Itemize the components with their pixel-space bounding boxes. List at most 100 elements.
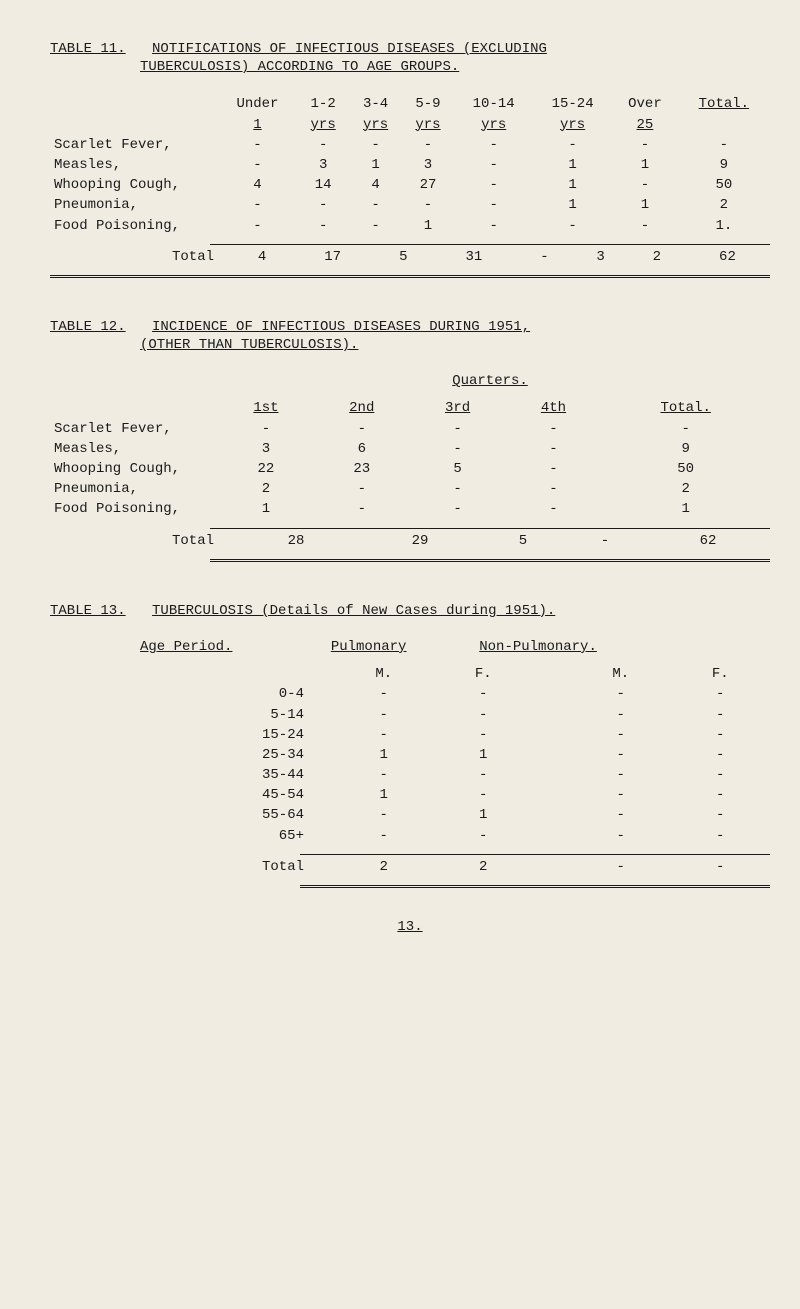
cell: 1 — [533, 175, 612, 195]
table-13-double-rule — [300, 885, 770, 888]
cell: - — [410, 439, 506, 459]
cell: - — [454, 216, 533, 236]
cell: - — [410, 479, 506, 499]
cell: 2 — [218, 479, 314, 499]
cell: - — [314, 419, 410, 439]
row-label: Food Poisoning, — [50, 216, 218, 236]
row-label: 5-14 — [140, 705, 334, 725]
table-row: Measles,-313-119 — [50, 155, 770, 175]
cell: 6 — [314, 439, 410, 459]
cell: - — [349, 216, 401, 236]
row-label: Pneumonia, — [50, 195, 218, 215]
cell: 50 — [678, 175, 770, 195]
cell: 14 — [297, 175, 349, 195]
cell: 2 — [678, 195, 770, 215]
cell: 1 — [402, 216, 454, 236]
cell: - — [454, 175, 533, 195]
pulmonary-header: Pulmonary — [331, 638, 471, 656]
page-number: 13. — [50, 918, 770, 936]
table-11-heading: TABLE 11. NOTIFICATIONS OF INFECTIOUS DI… — [50, 40, 770, 76]
cell: - — [410, 419, 506, 439]
cell: - — [506, 499, 602, 519]
row-label: 35-44 — [140, 765, 334, 785]
row-label: 65+ — [140, 826, 334, 846]
cell: - — [601, 419, 770, 439]
table-12-double-rule — [210, 559, 770, 562]
table-11-header-top: Under 1-2 3-4 5-9 10-14 15-24 Over Total… — [50, 94, 770, 114]
row-label: Pneumonia, — [50, 479, 218, 499]
cell: - — [314, 479, 410, 499]
row-label: 55-64 — [140, 805, 334, 825]
table-row: 35-44---- — [140, 765, 770, 785]
table-row: 55-64-1-- — [140, 805, 770, 825]
cell: 1 — [612, 155, 678, 175]
cell: - — [506, 439, 602, 459]
row-label: 15-24 — [140, 725, 334, 745]
table-13-total: Total 2 2 - - — [140, 857, 770, 877]
non-pulmonary-header: Non-Pulmonary. — [479, 638, 597, 656]
table-row: 15-24---- — [140, 725, 770, 745]
table-12-rule — [210, 528, 770, 529]
table-12-title-l1: INCIDENCE OF INFECTIOUS DISEASES DURING … — [152, 319, 530, 335]
cell: 1 — [612, 195, 678, 215]
row-label: Scarlet Fever, — [50, 419, 218, 439]
quarters-caption: Quarters. — [210, 372, 770, 390]
row-label: Measles, — [50, 439, 218, 459]
row-label: 45-54 — [140, 785, 334, 805]
cell: - — [533, 216, 612, 236]
cell: - — [297, 195, 349, 215]
row-label: Measles, — [50, 155, 218, 175]
cell: - — [454, 155, 533, 175]
table-13-section: TABLE 13. TUBERCULOSIS (Details of New C… — [50, 602, 770, 888]
cell: - — [506, 459, 602, 479]
table-13-rule — [300, 854, 770, 855]
row-label: Whooping Cough, — [50, 175, 218, 195]
table-11: Under 1-2 3-4 5-9 10-14 15-24 Over Total… — [50, 94, 770, 235]
cell: - — [349, 135, 401, 155]
table-row: 65+---- — [140, 826, 770, 846]
cell: 3 — [297, 155, 349, 175]
cell: 9 — [678, 155, 770, 175]
cell: 3 — [402, 155, 454, 175]
cell: - — [218, 155, 297, 175]
cell: - — [454, 195, 533, 215]
cell: - — [454, 135, 533, 155]
table-11-header-bot: 1 yrs yrs yrs yrs yrs 25 — [50, 115, 770, 135]
cell: - — [297, 135, 349, 155]
table-13: M. F. M. F. 0-4----5-14----15-24----25-3… — [140, 664, 770, 846]
cell: 1 — [533, 195, 612, 215]
table-row: Food Poisoning,---1---1. — [50, 216, 770, 236]
age-period-header: Age Period. — [140, 638, 232, 656]
table-row: 5-14---- — [140, 705, 770, 725]
table-row: Measles,36--9 — [50, 439, 770, 459]
table-row: Pneumonia,-----112 — [50, 195, 770, 215]
table-11-rule — [210, 244, 770, 245]
cell: - — [612, 216, 678, 236]
table-12-number: TABLE 12. — [50, 318, 126, 336]
cell: 23 — [314, 459, 410, 479]
cell: - — [533, 135, 612, 155]
row-label: Whooping Cough, — [50, 459, 218, 479]
cell: - — [612, 135, 678, 155]
table-row: 45-541--- — [140, 785, 770, 805]
cell: - — [410, 499, 506, 519]
cell: - — [506, 479, 602, 499]
table-row: 25-3411-- — [140, 745, 770, 765]
table-row: Whooping Cough,414427-1-50 — [50, 175, 770, 195]
table-row: Pneumonia,2---2 — [50, 479, 770, 499]
table-12-total: Total 28 29 5 - 62 — [50, 531, 770, 551]
cell: 4 — [349, 175, 401, 195]
cell: - — [218, 419, 314, 439]
cell: - — [314, 499, 410, 519]
cell: - — [349, 195, 401, 215]
table-13-mf-header: M. F. M. F. — [140, 664, 770, 684]
cell: 1 — [349, 155, 401, 175]
cell: - — [612, 175, 678, 195]
table-12-title-l2: (OTHER THAN TUBERCULOSIS). — [140, 336, 770, 354]
table-11-number: TABLE 11. — [50, 40, 126, 58]
row-label: Food Poisoning, — [50, 499, 218, 519]
cell: - — [218, 216, 297, 236]
table-13-title: TUBERCULOSIS (Details of New Cases durin… — [152, 603, 555, 619]
cell: - — [218, 135, 297, 155]
cell: 3 — [218, 439, 314, 459]
